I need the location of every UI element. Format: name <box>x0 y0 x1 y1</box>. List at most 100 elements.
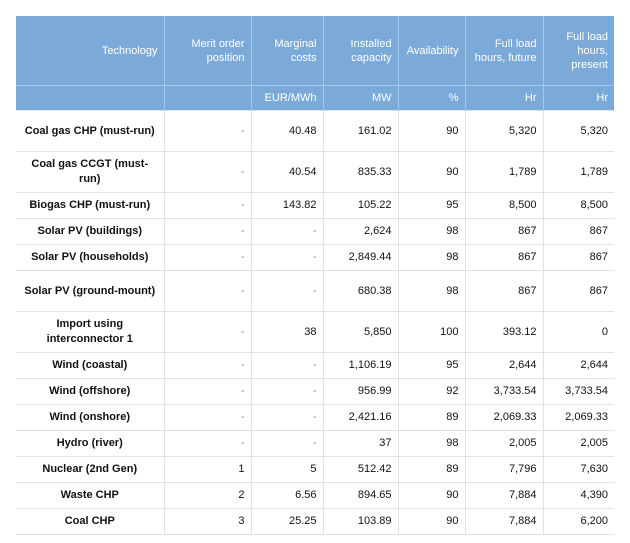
cell-full-load-hours-future: 7,796 <box>464 456 543 483</box>
table-row: Solar PV (households) - - 2,849.44 98 86… <box>16 244 614 271</box>
cell-marginal-costs: - <box>250 430 323 457</box>
cell-installed-capacity: 680.38 <box>322 270 398 312</box>
cell-technology: Nuclear (2nd Gen) <box>16 456 164 483</box>
cell-availability: 98 <box>397 430 465 457</box>
cell-technology: Waste CHP <box>16 482 164 509</box>
cell-full-load-hours-present: 6,200 <box>542 508 614 535</box>
table-row: Solar PV (ground-mount) - - 680.38 98 86… <box>16 270 614 312</box>
unit-merit-order-position <box>163 85 251 111</box>
cell-full-load-hours-future: 5,320 <box>464 110 543 152</box>
table-row: Coal gas CHP (must-run) - 40.48 161.02 9… <box>16 110 614 152</box>
cell-full-load-hours-future: 7,884 <box>464 508 543 535</box>
cell-installed-capacity: 2,624 <box>322 218 398 245</box>
table-row: Coal gas CCGT (must-run) - 40.54 835.33 … <box>16 151 614 193</box>
cell-merit-order-position: - <box>163 404 251 431</box>
cell-merit-order-position: - <box>163 352 251 379</box>
header-marginal-costs[interactable]: Marginal costs <box>250 16 323 86</box>
cell-marginal-costs: 6.56 <box>250 482 323 509</box>
table-row: Nuclear (2nd Gen) 1 5 512.42 89 7,796 7,… <box>16 456 614 483</box>
cell-technology: Wind (onshore) <box>16 404 164 431</box>
header-full-load-hours-present[interactable]: Full load hours, present <box>542 16 614 86</box>
cell-merit-order-position: - <box>163 378 251 405</box>
cell-full-load-hours-future: 867 <box>464 270 543 312</box>
cell-technology: Import using interconnector 1 <box>16 311 164 353</box>
header-installed-capacity[interactable]: Installed capacity <box>322 16 398 86</box>
cell-technology: Coal gas CHP (must-run) <box>16 110 164 152</box>
table-row: Waste CHP 2 6.56 894.65 90 7,884 4,390 <box>16 482 614 509</box>
cell-marginal-costs: 25.25 <box>250 508 323 535</box>
cell-installed-capacity: 105.22 <box>322 192 398 219</box>
header-availability[interactable]: Availability <box>397 16 465 86</box>
cell-full-load-hours-present: 867 <box>542 270 614 312</box>
cell-installed-capacity: 103.89 <box>322 508 398 535</box>
cell-availability: 90 <box>397 110 465 152</box>
cell-full-load-hours-present: 3,733.54 <box>542 378 614 405</box>
cell-availability: 90 <box>397 482 465 509</box>
cell-full-load-hours-present: 0 <box>542 311 614 353</box>
cell-installed-capacity: 512.42 <box>322 456 398 483</box>
unit-full-load-hours-future: Hr <box>464 85 543 111</box>
cell-marginal-costs: 5 <box>250 456 323 483</box>
cell-marginal-costs: - <box>250 378 323 405</box>
cell-marginal-costs: - <box>250 218 323 245</box>
unit-installed-capacity: MW <box>322 85 398 111</box>
table-row: Import using interconnector 1 - 38 5,850… <box>16 311 614 353</box>
header-technology[interactable]: Technology <box>16 16 164 86</box>
header-full-load-hours-future[interactable]: Full load hours, future <box>464 16 543 86</box>
cell-full-load-hours-future: 2,005 <box>464 430 543 457</box>
cell-full-load-hours-future: 8,500 <box>464 192 543 219</box>
cell-installed-capacity: 2,849.44 <box>322 244 398 271</box>
cell-availability: 98 <box>397 244 465 271</box>
technology-table: Technology Merit order position Marginal… <box>16 16 614 535</box>
cell-full-load-hours-present: 867 <box>542 244 614 271</box>
cell-technology: Biogas CHP (must-run) <box>16 192 164 219</box>
cell-merit-order-position: - <box>163 151 251 193</box>
cell-technology: Solar PV (buildings) <box>16 218 164 245</box>
cell-installed-capacity: 956.99 <box>322 378 398 405</box>
cell-technology: Coal gas CCGT (must-run) <box>16 151 164 193</box>
cell-full-load-hours-present: 1,789 <box>542 151 614 193</box>
cell-installed-capacity: 5,850 <box>322 311 398 353</box>
table-row: Wind (onshore) - - 2,421.16 89 2,069.33 … <box>16 404 614 431</box>
units-row: EUR/MWh MW % Hr Hr <box>16 85 614 111</box>
header-merit-order-position[interactable]: Merit order position <box>163 16 251 86</box>
cell-availability: 98 <box>397 270 465 312</box>
table-row: Biogas CHP (must-run) - 143.82 105.22 95… <box>16 192 614 219</box>
cell-marginal-costs: 40.54 <box>250 151 323 193</box>
cell-technology: Wind (offshore) <box>16 378 164 405</box>
cell-merit-order-position: - <box>163 430 251 457</box>
cell-full-load-hours-future: 867 <box>464 218 543 245</box>
cell-availability: 98 <box>397 218 465 245</box>
cell-merit-order-position: 2 <box>163 482 251 509</box>
cell-availability: 100 <box>397 311 465 353</box>
cell-marginal-costs: - <box>250 404 323 431</box>
cell-installed-capacity: 894.65 <box>322 482 398 509</box>
unit-technology <box>16 85 164 111</box>
cell-installed-capacity: 2,421.16 <box>322 404 398 431</box>
table-row: Coal CHP 3 25.25 103.89 90 7,884 6,200 <box>16 508 614 535</box>
unit-availability: % <box>397 85 465 111</box>
cell-merit-order-position: - <box>163 270 251 312</box>
cell-full-load-hours-future: 867 <box>464 244 543 271</box>
cell-full-load-hours-future: 3,733.54 <box>464 378 543 405</box>
cell-full-load-hours-present: 2,644 <box>542 352 614 379</box>
cell-availability: 90 <box>397 508 465 535</box>
cell-installed-capacity: 161.02 <box>322 110 398 152</box>
cell-installed-capacity: 1,106.19 <box>322 352 398 379</box>
cell-marginal-costs: 40.48 <box>250 110 323 152</box>
cell-full-load-hours-present: 4,390 <box>542 482 614 509</box>
cell-availability: 95 <box>397 352 465 379</box>
cell-technology: Hydro (river) <box>16 430 164 457</box>
cell-technology: Wind (coastal) <box>16 352 164 379</box>
cell-technology: Solar PV (households) <box>16 244 164 271</box>
cell-full-load-hours-present: 867 <box>542 218 614 245</box>
cell-installed-capacity: 835.33 <box>322 151 398 193</box>
cell-merit-order-position: - <box>163 192 251 219</box>
cell-merit-order-position: - <box>163 311 251 353</box>
cell-availability: 92 <box>397 378 465 405</box>
cell-merit-order-position: - <box>163 244 251 271</box>
cell-marginal-costs: - <box>250 270 323 312</box>
table-row: Wind (coastal) - - 1,106.19 95 2,644 2,6… <box>16 352 614 379</box>
cell-full-load-hours-future: 1,789 <box>464 151 543 193</box>
cell-full-load-hours-future: 2,644 <box>464 352 543 379</box>
